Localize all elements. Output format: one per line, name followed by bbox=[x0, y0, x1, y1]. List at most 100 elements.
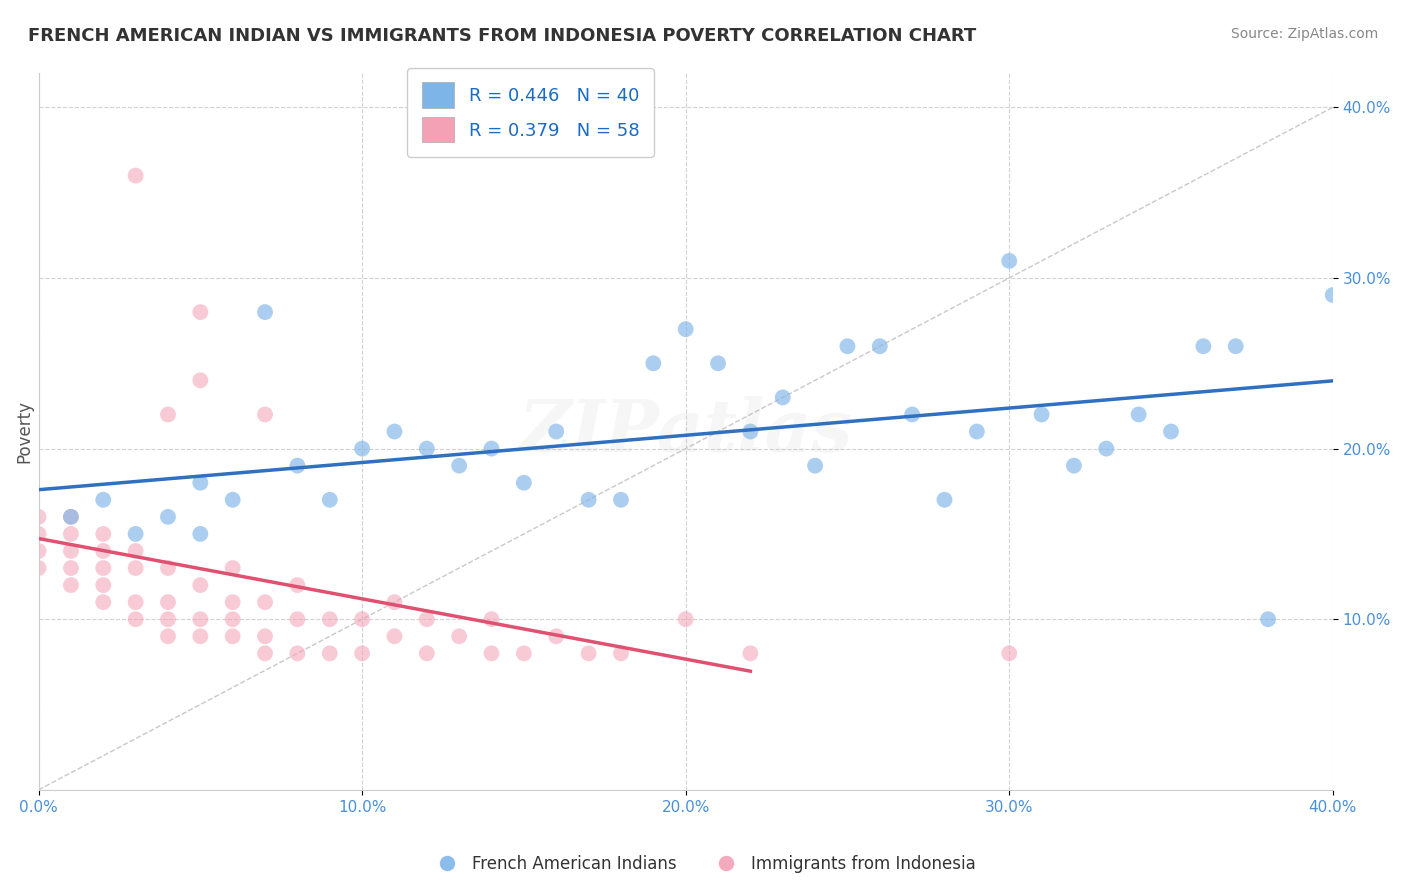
Y-axis label: Poverty: Poverty bbox=[15, 400, 32, 463]
Point bbox=[27, 561, 49, 575]
Point bbox=[643, 356, 665, 370]
Point bbox=[59, 578, 82, 592]
Point bbox=[188, 612, 211, 626]
Point bbox=[188, 305, 211, 319]
Point bbox=[156, 595, 179, 609]
Point bbox=[287, 612, 309, 626]
Point bbox=[869, 339, 891, 353]
Point bbox=[707, 356, 730, 370]
Point bbox=[513, 646, 536, 660]
Point bbox=[124, 544, 146, 558]
Point bbox=[416, 646, 439, 660]
Point bbox=[287, 578, 309, 592]
Point bbox=[837, 339, 859, 353]
Point bbox=[254, 629, 277, 643]
Point bbox=[27, 544, 49, 558]
Point bbox=[1192, 339, 1215, 353]
Point bbox=[966, 425, 988, 439]
Point bbox=[998, 254, 1021, 268]
Point bbox=[188, 373, 211, 387]
Point bbox=[740, 425, 762, 439]
Point bbox=[416, 442, 439, 456]
Point bbox=[156, 629, 179, 643]
Point bbox=[1257, 612, 1279, 626]
Point bbox=[91, 527, 114, 541]
Point bbox=[319, 492, 342, 507]
Point bbox=[416, 612, 439, 626]
Point bbox=[59, 561, 82, 575]
Point bbox=[124, 612, 146, 626]
Point bbox=[254, 646, 277, 660]
Point bbox=[1063, 458, 1085, 473]
Point bbox=[91, 595, 114, 609]
Point bbox=[27, 509, 49, 524]
Point bbox=[156, 561, 179, 575]
Point bbox=[188, 527, 211, 541]
Point bbox=[804, 458, 827, 473]
Point bbox=[188, 578, 211, 592]
Point bbox=[1128, 408, 1150, 422]
Point bbox=[188, 475, 211, 490]
Point bbox=[352, 442, 374, 456]
Legend: R = 0.446   N = 40, R = 0.379   N = 58: R = 0.446 N = 40, R = 0.379 N = 58 bbox=[408, 68, 654, 157]
Point bbox=[546, 629, 568, 643]
Point bbox=[1322, 288, 1344, 302]
Point bbox=[27, 527, 49, 541]
Text: FRENCH AMERICAN INDIAN VS IMMIGRANTS FROM INDONESIA POVERTY CORRELATION CHART: FRENCH AMERICAN INDIAN VS IMMIGRANTS FRO… bbox=[28, 27, 976, 45]
Point bbox=[156, 509, 179, 524]
Point bbox=[221, 612, 243, 626]
Point bbox=[1031, 408, 1053, 422]
Point bbox=[901, 408, 924, 422]
Point bbox=[319, 646, 342, 660]
Point bbox=[287, 458, 309, 473]
Point bbox=[156, 612, 179, 626]
Text: ZIPatlas: ZIPatlas bbox=[519, 396, 852, 467]
Point bbox=[156, 408, 179, 422]
Point bbox=[91, 578, 114, 592]
Point bbox=[481, 442, 503, 456]
Point bbox=[254, 408, 277, 422]
Point bbox=[384, 629, 406, 643]
Point bbox=[91, 492, 114, 507]
Point bbox=[513, 475, 536, 490]
Point bbox=[1225, 339, 1247, 353]
Point bbox=[934, 492, 956, 507]
Point bbox=[772, 391, 794, 405]
Point bbox=[578, 646, 600, 660]
Point bbox=[546, 425, 568, 439]
Point bbox=[675, 322, 697, 336]
Point bbox=[384, 425, 406, 439]
Point bbox=[254, 595, 277, 609]
Point bbox=[578, 492, 600, 507]
Point bbox=[352, 612, 374, 626]
Point bbox=[221, 492, 243, 507]
Point bbox=[221, 629, 243, 643]
Point bbox=[675, 612, 697, 626]
Point bbox=[124, 527, 146, 541]
Point bbox=[610, 492, 633, 507]
Point bbox=[124, 595, 146, 609]
Point bbox=[1160, 425, 1182, 439]
Point bbox=[91, 561, 114, 575]
Point bbox=[610, 646, 633, 660]
Point bbox=[481, 612, 503, 626]
Point bbox=[221, 595, 243, 609]
Point bbox=[352, 646, 374, 660]
Point bbox=[319, 612, 342, 626]
Point bbox=[188, 629, 211, 643]
Point bbox=[449, 629, 471, 643]
Point bbox=[1095, 442, 1118, 456]
Point bbox=[998, 646, 1021, 660]
Point bbox=[384, 595, 406, 609]
Point bbox=[59, 544, 82, 558]
Point bbox=[59, 509, 82, 524]
Point bbox=[59, 527, 82, 541]
Point bbox=[481, 646, 503, 660]
Point bbox=[91, 544, 114, 558]
Point bbox=[287, 646, 309, 660]
Point bbox=[740, 646, 762, 660]
Point bbox=[124, 561, 146, 575]
Point bbox=[59, 509, 82, 524]
Point bbox=[254, 305, 277, 319]
Text: Source: ZipAtlas.com: Source: ZipAtlas.com bbox=[1230, 27, 1378, 41]
